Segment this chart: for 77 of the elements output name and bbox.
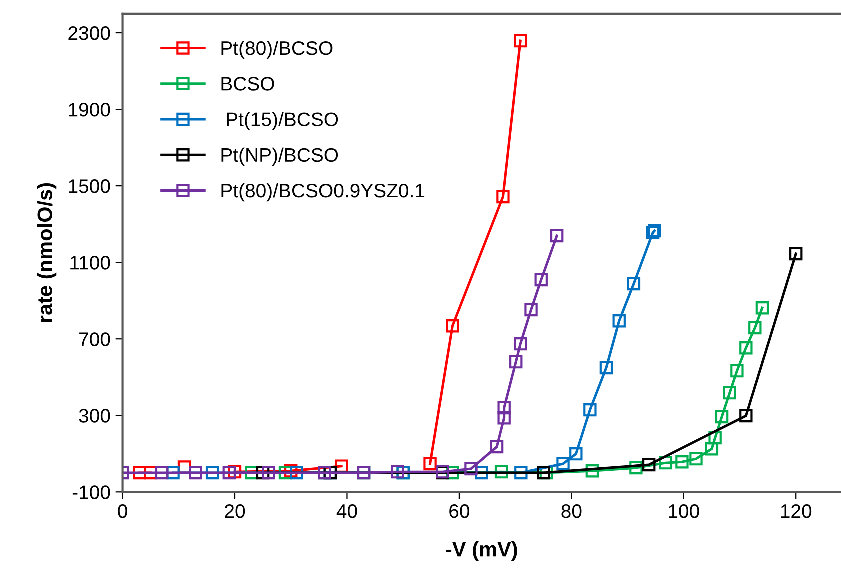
x-tick-label: 120 <box>781 504 812 518</box>
point <box>464 462 478 476</box>
point <box>284 464 298 478</box>
point <box>256 466 270 480</box>
point <box>424 457 437 471</box>
point <box>245 466 258 480</box>
point <box>630 461 643 475</box>
point <box>514 34 528 48</box>
point <box>790 247 803 261</box>
y-tick-label: 1100 <box>70 256 110 270</box>
x-tick-label: 80 <box>562 504 582 518</box>
legend-label: Pt(NP)/BCSO <box>222 148 338 166</box>
point <box>498 401 511 415</box>
point <box>475 466 488 480</box>
point <box>496 190 510 204</box>
point <box>705 442 719 456</box>
point <box>748 321 762 335</box>
point <box>262 466 276 480</box>
point <box>556 457 570 471</box>
point <box>133 466 146 480</box>
x-tick-label: 40 <box>336 504 358 518</box>
point <box>335 460 348 473</box>
y-tick-label: -100 <box>72 486 110 500</box>
point <box>586 464 600 478</box>
y-axis-title: rate (nmolO/s) <box>37 183 57 322</box>
point <box>494 465 508 479</box>
x-tick-label: 20 <box>225 504 246 518</box>
point <box>723 386 736 400</box>
point <box>490 440 504 454</box>
point <box>514 337 528 351</box>
point <box>166 466 180 480</box>
point <box>534 273 548 287</box>
point <box>155 466 169 480</box>
x-tick-label: 100 <box>669 504 700 518</box>
point <box>144 466 158 480</box>
legend-label: Pt(80)/BCSO0.9YSZ0.1 <box>222 183 425 202</box>
legend-label: BCSO <box>222 77 274 91</box>
y-tick-label: 300 <box>79 409 110 423</box>
point <box>222 466 236 480</box>
point <box>627 277 641 291</box>
point <box>278 466 292 480</box>
y-tick-label: 1500 <box>69 180 110 194</box>
point <box>756 302 770 315</box>
legend-label: Pt(15)/BCSO <box>227 112 338 130</box>
point <box>612 314 626 328</box>
point <box>740 409 753 423</box>
point <box>659 456 673 470</box>
point <box>446 466 460 480</box>
point <box>708 431 722 445</box>
y-tick-label: 1900 <box>69 103 110 117</box>
point <box>290 466 304 480</box>
point <box>446 320 460 333</box>
point <box>642 458 656 472</box>
point <box>584 403 597 417</box>
x-axis-title: -V (mV) <box>446 542 518 561</box>
x-tick-label: 60 <box>450 504 470 518</box>
point <box>524 303 538 317</box>
point <box>550 229 564 243</box>
x-tick-label: 0 <box>118 504 128 518</box>
point <box>228 465 242 479</box>
point <box>730 364 744 378</box>
point <box>537 466 550 480</box>
point <box>600 361 614 375</box>
point <box>715 410 729 424</box>
point <box>514 466 528 480</box>
point <box>570 447 583 461</box>
y-tick-label: 700 <box>80 332 110 346</box>
point <box>510 355 523 369</box>
point <box>206 466 220 480</box>
point <box>498 412 511 425</box>
point <box>740 342 753 355</box>
point <box>690 452 703 466</box>
point <box>189 466 202 480</box>
y-tick-label: 2300 <box>68 26 110 40</box>
legend-label: Pt(80)/BCSO <box>222 40 333 60</box>
point <box>391 465 404 479</box>
point <box>676 456 689 469</box>
